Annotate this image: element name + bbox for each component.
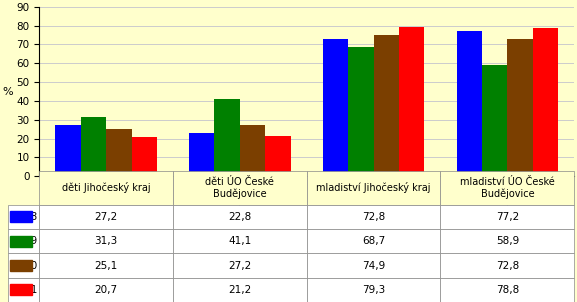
Bar <box>482 65 507 176</box>
Bar <box>106 129 132 176</box>
Bar <box>132 137 157 176</box>
Y-axis label: %: % <box>3 86 13 97</box>
Bar <box>265 136 291 176</box>
Bar <box>240 125 265 176</box>
Bar <box>55 125 81 176</box>
Bar <box>456 31 482 176</box>
Bar <box>348 47 374 176</box>
Bar <box>507 39 533 176</box>
Bar <box>323 39 348 176</box>
Bar <box>399 27 425 176</box>
Bar <box>189 133 215 176</box>
Bar <box>81 117 106 176</box>
Bar <box>533 28 558 176</box>
Bar <box>374 35 399 176</box>
Bar <box>215 99 240 176</box>
